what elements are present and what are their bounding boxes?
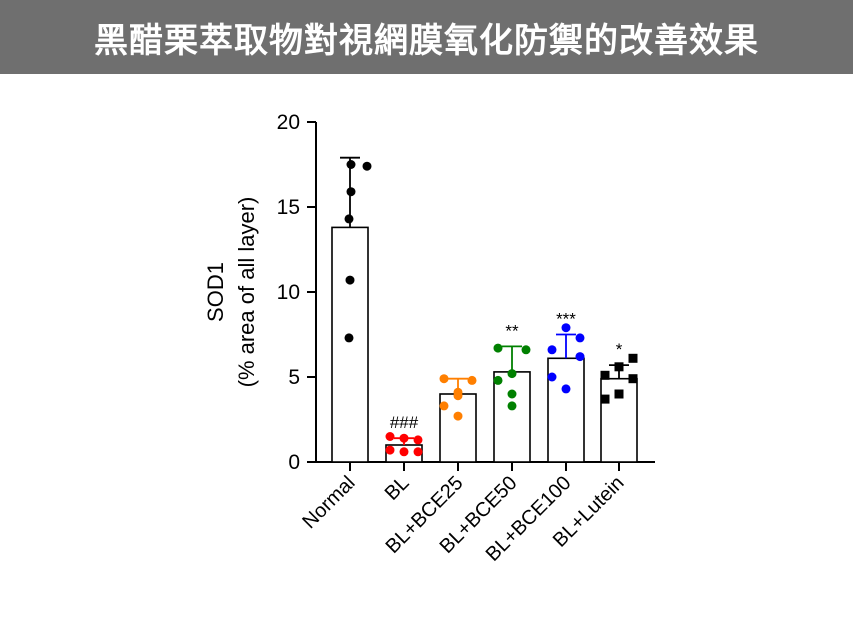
data-point [547, 345, 557, 355]
bar [331, 226, 369, 463]
data-point [575, 333, 585, 343]
data-point [346, 160, 356, 169]
data-point [385, 432, 395, 441]
significance-label: ### [390, 413, 419, 432]
data-point [628, 353, 638, 363]
data-point [614, 389, 624, 399]
data-point [561, 323, 571, 333]
data-point [362, 161, 372, 171]
y-tick-label: 5 [288, 366, 300, 389]
data-point [493, 375, 503, 385]
data-point [399, 433, 409, 443]
title-bar: 黑醋栗萃取物對視網膜氧化防禦的改善效果 [0, 0, 853, 74]
category-label: Normal [298, 472, 359, 533]
y-axis-title: SOD1 [203, 262, 228, 322]
significance-label: *** [556, 310, 576, 329]
data-point [467, 375, 477, 385]
data-point [614, 362, 624, 372]
significance-label: * [616, 340, 623, 359]
data-point [507, 389, 517, 399]
chart-axes: 0 5 10 15 20 SOD1 (% area of all layer) [203, 111, 655, 474]
data-point [561, 384, 571, 394]
data-point [547, 372, 557, 382]
category-label: BL [381, 472, 414, 505]
data-point [385, 445, 395, 455]
data-point [413, 447, 423, 457]
data-point [453, 391, 463, 401]
data-point [439, 374, 449, 384]
page-title: 黑醋栗萃取物對視網膜氧化防禦的改善效果 [94, 20, 759, 61]
data-point [453, 411, 463, 421]
data-point [345, 275, 355, 285]
data-point [575, 352, 585, 362]
data-point [344, 214, 354, 224]
data-point [507, 401, 517, 411]
data-point [600, 370, 610, 380]
y-axis-subtitle: (% area of all layer) [234, 197, 259, 388]
data-point [600, 394, 610, 404]
data-point [493, 343, 503, 353]
data-point [413, 435, 423, 445]
y-tick-label: 20 [277, 111, 300, 134]
data-point [399, 447, 409, 457]
chart-bars [331, 156, 638, 463]
data-point [628, 374, 638, 384]
data-point [507, 369, 517, 379]
data-point [439, 401, 449, 411]
data-point [521, 345, 531, 355]
y-tick-label: 0 [288, 451, 300, 474]
data-point [346, 187, 356, 197]
data-point [344, 333, 354, 343]
y-tick-label: 15 [277, 196, 300, 219]
bar [493, 371, 531, 463]
significance-label: ** [505, 321, 519, 340]
y-tick-label: 10 [277, 281, 300, 304]
